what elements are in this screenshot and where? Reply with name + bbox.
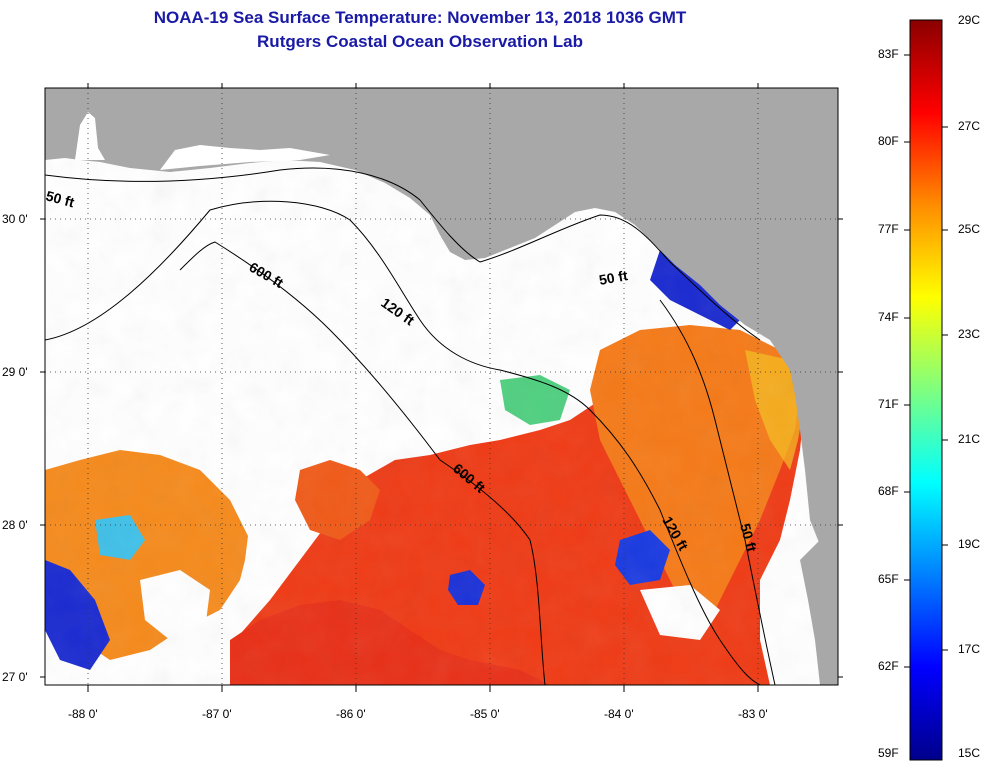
map-canvas: 50 ft 600 ft 120 ft 50 ft 600 ft 120 ft … bbox=[44, 88, 838, 685]
lon-label: -85 0' bbox=[470, 707, 500, 721]
cb-f-label: 65F bbox=[878, 572, 899, 586]
cb-f-label: 77F bbox=[878, 222, 899, 236]
land-mass bbox=[45, 88, 838, 545]
contour-600ft bbox=[179, 241, 546, 685]
cb-f-label: 71F bbox=[878, 397, 899, 411]
graticule bbox=[45, 88, 838, 685]
lon-label: -83 0' bbox=[738, 707, 768, 721]
contour-label: 50 ft bbox=[737, 522, 760, 554]
cb-f-label: 83F bbox=[878, 47, 899, 61]
cb-c-label: 27C bbox=[958, 119, 981, 133]
cb-c-label: 25C bbox=[958, 222, 981, 236]
cb-f-label: 68F bbox=[878, 484, 899, 498]
colorbar-ticks bbox=[904, 54, 948, 668]
lon-label: -88 0' bbox=[68, 707, 98, 721]
contour-label: 50 ft bbox=[598, 267, 629, 288]
lon-label: -84 0' bbox=[604, 707, 634, 721]
map-subtitle: Rutgers Coastal Ocean Observation Lab bbox=[257, 32, 583, 51]
lat-label: 30 0' bbox=[2, 212, 28, 226]
cb-c-label: 15C bbox=[958, 746, 981, 760]
map-frame bbox=[44, 87, 839, 686]
map-title: NOAA-19 Sea Surface Temperature: Novembe… bbox=[153, 8, 687, 27]
colorbar bbox=[909, 19, 943, 761]
cb-f-label: 59F bbox=[878, 746, 899, 760]
contour-50ft-west bbox=[45, 167, 761, 341]
cb-f-label: 80F bbox=[878, 134, 899, 148]
cb-c-label: 19C bbox=[958, 537, 981, 551]
axis-ticks bbox=[40, 83, 843, 692]
contour-120ft bbox=[45, 200, 761, 685]
mobile-bay bbox=[75, 112, 105, 160]
lat-label: 28 0' bbox=[2, 518, 28, 532]
contour-label: 50 ft bbox=[44, 187, 76, 210]
contour-50ft-east bbox=[659, 299, 776, 685]
cb-c-label: 21C bbox=[958, 432, 981, 446]
bathymetry-contours bbox=[45, 167, 776, 685]
cb-c-label: 29C bbox=[958, 13, 981, 27]
lat-label: 27 0' bbox=[2, 670, 28, 684]
cb-c-label: 23C bbox=[958, 327, 981, 341]
lat-label: 29 0' bbox=[2, 365, 28, 379]
lon-label: -86 0' bbox=[336, 707, 366, 721]
cb-f-label: 62F bbox=[878, 659, 899, 673]
lon-label: -87 0' bbox=[202, 707, 232, 721]
pensacola-bays bbox=[160, 145, 330, 170]
land-southeast bbox=[800, 530, 838, 685]
cb-f-label: 74F bbox=[878, 310, 899, 324]
cb-c-label: 17C bbox=[958, 642, 981, 656]
